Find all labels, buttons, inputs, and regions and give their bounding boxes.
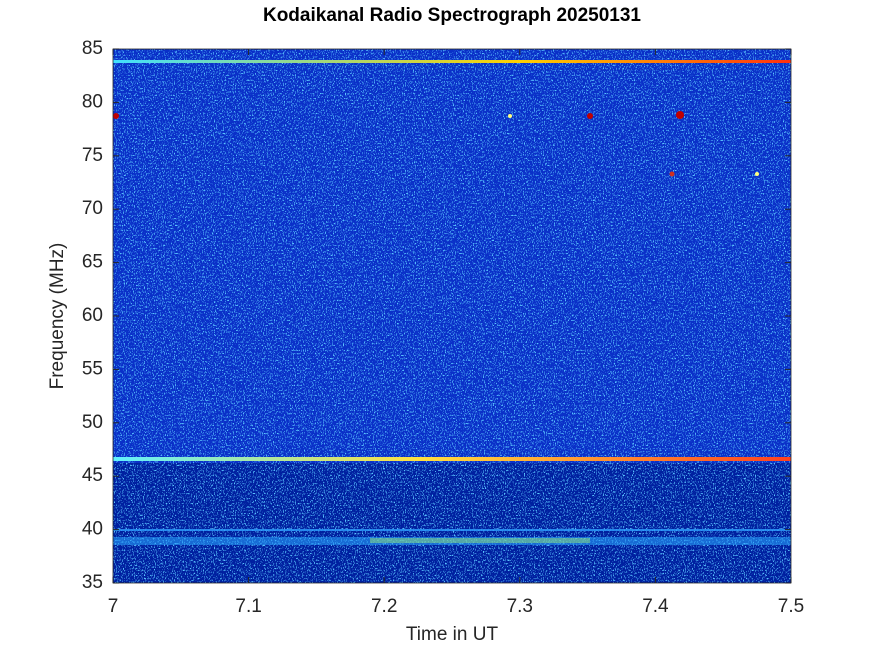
y-tick-label: 75 [82, 145, 103, 166]
y-tick-label: 60 [82, 305, 103, 326]
x-tick-label: 7.1 [235, 596, 261, 617]
x-tick-label: 7 [108, 596, 119, 617]
x-tick-label: 7.5 [778, 596, 804, 617]
spectrogram-image [113, 49, 791, 583]
y-tick-label: 70 [82, 198, 103, 219]
y-tick-label: 40 [82, 519, 103, 540]
chart-title: Kodaikanal Radio Spectrograph 20250131 [263, 5, 641, 26]
x-axis-label: Time in UT [406, 624, 499, 645]
y-tick-label: 65 [82, 252, 103, 273]
x-tick-label: 7.4 [642, 596, 669, 617]
y-tick-label: 45 [82, 465, 103, 486]
y-tick-label: 50 [82, 412, 103, 433]
y-tick-label: 35 [82, 572, 103, 593]
x-tick-label: 7.3 [507, 596, 533, 617]
y-tick-label: 85 [82, 38, 103, 59]
y-tick-label: 80 [82, 91, 103, 112]
x-tick-label: 7.2 [371, 596, 397, 617]
y-axis-label: Frequency (MHz) [47, 243, 68, 390]
y-tick-label: 55 [82, 358, 103, 379]
